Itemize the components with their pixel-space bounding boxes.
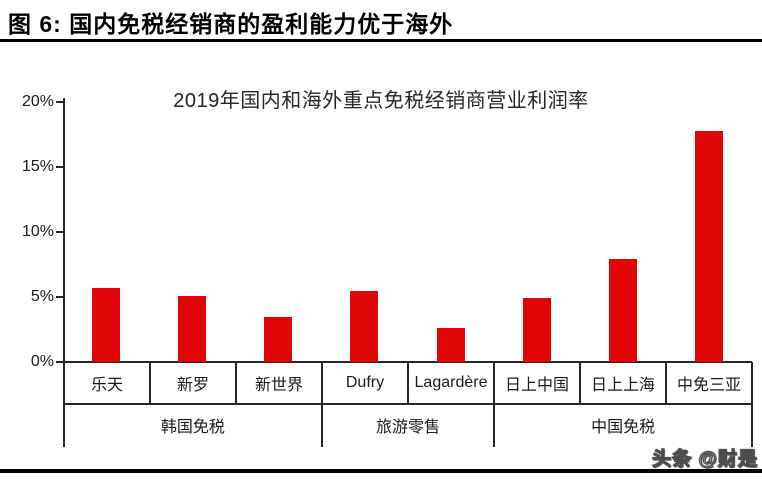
chart-bar	[92, 287, 121, 362]
category-label: Dufry	[323, 362, 409, 403]
y-tick-mark	[56, 166, 64, 168]
category-label: 新罗	[151, 362, 237, 403]
header-rule	[0, 39, 762, 42]
figure-caption: 图 6: 国内免税经销商的盈利能力优于海外	[8, 11, 454, 37]
group-label: 旅游零售	[323, 405, 496, 447]
y-tick-label: 20%	[21, 93, 54, 110]
chart-bar	[436, 328, 465, 362]
y-tick-label: 15%	[21, 158, 54, 175]
chart-bar	[264, 316, 293, 362]
chart-bar	[178, 295, 207, 362]
chart-title: 2019年国内和海外重点免税经销商营业利润率	[173, 90, 589, 112]
chart-bar	[608, 259, 637, 362]
chart-bar	[694, 130, 723, 362]
y-tick-label: 10%	[21, 223, 54, 240]
y-tick-mark	[56, 361, 64, 363]
category-label: 乐天	[65, 362, 151, 403]
group-label: 中国免税	[495, 405, 753, 447]
y-tick-label: 0%	[30, 353, 54, 370]
y-tick-mark	[56, 231, 64, 233]
chart-bar	[350, 290, 379, 362]
y-tick-label: 5%	[30, 288, 54, 305]
category-label: 中免三亚	[667, 362, 753, 403]
group-label: 韩国免税	[65, 405, 323, 447]
bottom-rule	[0, 469, 762, 473]
category-label: 日上中国	[495, 362, 581, 403]
y-tick-mark	[56, 101, 64, 103]
category-label: Lagardère	[409, 362, 495, 403]
group-axis: 韩国免税 旅游零售 中国免税	[63, 405, 753, 447]
category-label: 日上上海	[581, 362, 667, 403]
chart-bar	[522, 298, 551, 362]
watermark: 头条 @财是	[652, 448, 758, 470]
category-axis: 乐天 新罗 新世界 Dufry Lagardère 日上中国 日上上海 中免三亚	[63, 362, 753, 405]
y-tick-mark	[56, 296, 64, 298]
y-axis-line	[63, 98, 65, 362]
category-label: 新世界	[237, 362, 323, 403]
